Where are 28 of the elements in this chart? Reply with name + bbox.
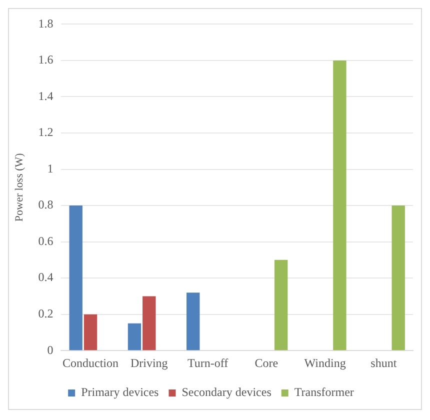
y-tick-label: 1.8 <box>38 16 54 30</box>
bar <box>69 206 82 350</box>
legend-label: Primary devices <box>81 385 160 400</box>
y-tick-label: 0.6 <box>38 234 54 248</box>
x-tick-label: Conduction <box>62 356 119 370</box>
x-tick-label: Winding <box>304 356 346 370</box>
x-tick-label: Driving <box>130 356 168 370</box>
y-tick-label: 0.4 <box>38 270 54 284</box>
legend-label: Transformer <box>294 385 354 400</box>
y-axis-title: Power loss (W) <box>13 152 26 222</box>
y-tick-label: 0.2 <box>38 306 54 320</box>
y-tick-label: 1.6 <box>38 52 54 67</box>
bar <box>186 292 200 350</box>
bar <box>142 296 156 350</box>
y-tick-label: 0 <box>47 342 54 357</box>
bar <box>274 260 288 350</box>
y-tick-label: 1.2 <box>38 125 54 140</box>
y-tick-label: 1.4 <box>38 88 54 103</box>
bar <box>128 323 142 350</box>
x-tick-label: Core <box>254 356 278 370</box>
x-tick-label: Turn-off <box>187 356 228 370</box>
bar <box>333 60 346 350</box>
y-tick-label: 1 <box>47 161 54 176</box>
bar <box>84 314 98 350</box>
x-tick-label: shunt <box>370 356 398 370</box>
bar <box>392 206 405 350</box>
y-tick-label: 0.8 <box>38 198 54 212</box>
legend-label: Secondary devices <box>182 385 272 400</box>
